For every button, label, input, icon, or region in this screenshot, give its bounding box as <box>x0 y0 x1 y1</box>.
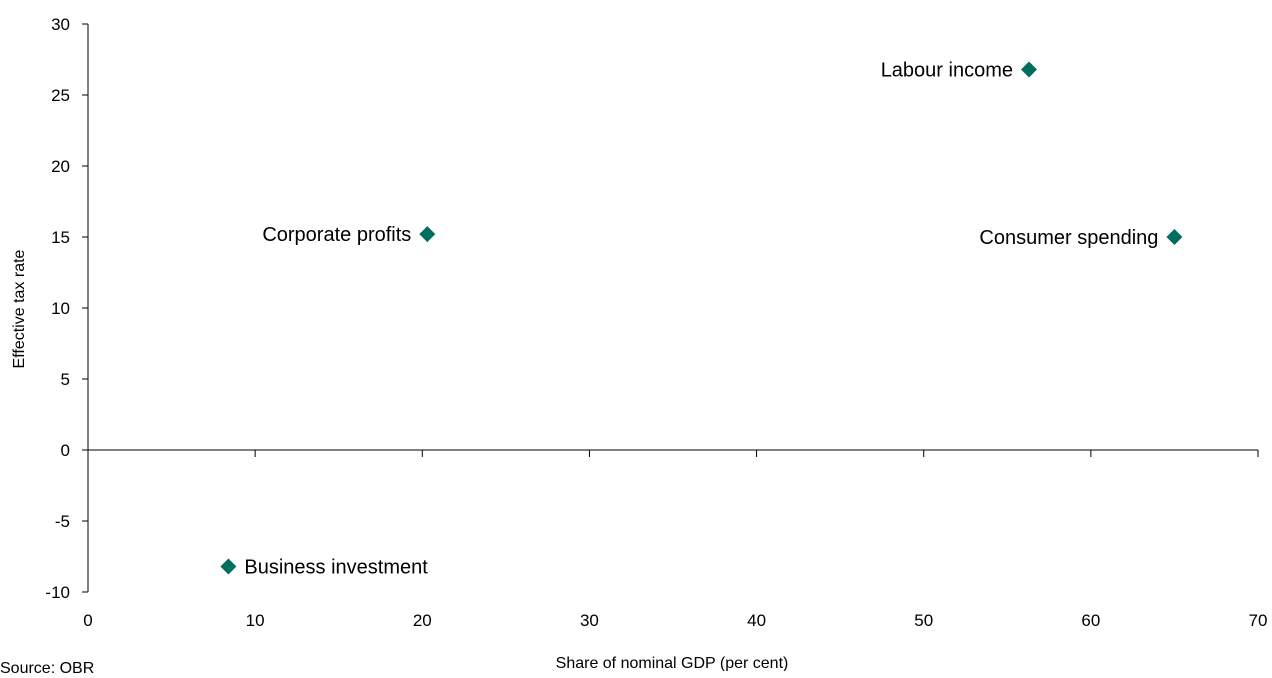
x-tick-label: 30 <box>580 611 599 630</box>
y-tick-label: 30 <box>51 15 70 34</box>
y-axis-title: Effective tax rate <box>11 249 28 368</box>
data-point-label: Consumer spending <box>979 227 1158 249</box>
x-tick-label: 60 <box>1081 611 1100 630</box>
data-point-marker <box>1166 229 1183 245</box>
x-tick-label: 70 <box>1249 611 1268 630</box>
y-tick-label: -5 <box>55 512 70 531</box>
x-axis-title: Share of nominal GDP (per cent) <box>556 655 789 671</box>
y-tick-label: 15 <box>51 228 70 247</box>
y-tick-label: 10 <box>51 299 70 318</box>
x-tick-label: 20 <box>413 611 432 630</box>
y-tick-label: -10 <box>45 583 70 602</box>
data-point-label: Labour income <box>881 59 1013 81</box>
x-tick-label: 50 <box>914 611 933 630</box>
x-tick-label: 10 <box>246 611 265 630</box>
data-point-marker <box>419 226 436 243</box>
axes <box>87 24 1258 592</box>
x-tick-label: 0 <box>83 611 92 630</box>
y-tick-label: 25 <box>51 86 70 105</box>
data-points: Labour income Corporate profits Consumer s… <box>220 59 1183 578</box>
x-tick-label: 40 <box>747 611 766 630</box>
ticks: -10 -5 0 5 10 15 20 25 30 0 10 20 30 40 50 60 70 <box>45 15 1267 630</box>
data-point-marker <box>220 558 237 575</box>
y-tick-label: 0 <box>61 441 70 460</box>
data-point-label: Business investment <box>244 556 428 578</box>
data-point-label: Corporate profits <box>262 224 411 246</box>
y-tick-label: 20 <box>51 157 70 176</box>
data-point-marker <box>1021 61 1038 78</box>
source-note: Source: OBR <box>0 660 95 677</box>
y-tick-label: 5 <box>61 370 70 389</box>
